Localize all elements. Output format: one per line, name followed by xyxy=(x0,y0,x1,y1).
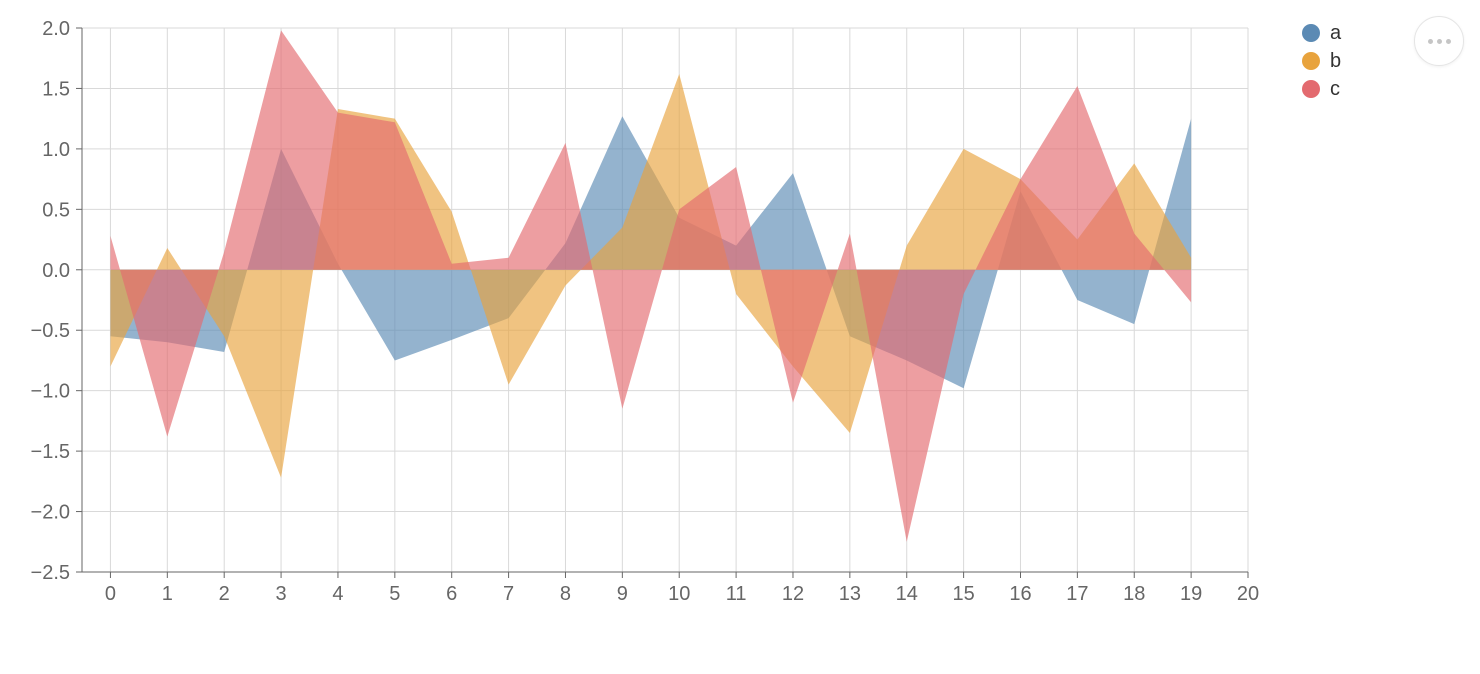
y-tick-label: 0.5 xyxy=(42,199,70,221)
legend-label: b xyxy=(1330,50,1341,73)
legend: abc xyxy=(1302,20,1341,104)
y-tick-label: 1.5 xyxy=(42,78,70,100)
x-tick-label: 13 xyxy=(839,583,861,605)
x-tick-label: 4 xyxy=(332,583,343,605)
legend-item-b[interactable]: b xyxy=(1302,48,1341,74)
x-tick-label: 14 xyxy=(896,583,918,605)
x-tick-label: 11 xyxy=(726,583,747,605)
x-tick-label: 3 xyxy=(276,583,287,605)
x-tick-label: 2 xyxy=(219,583,230,605)
x-tick-label: 9 xyxy=(617,583,628,605)
legend-item-a[interactable]: a xyxy=(1302,20,1341,46)
ellipsis-icon xyxy=(1437,39,1442,44)
x-tick-label: 6 xyxy=(446,583,457,605)
chart-container: 01234567891011121314151617181920−2.5−2.0… xyxy=(0,0,1480,674)
x-tick-label: 15 xyxy=(952,583,974,605)
x-tick-label: 5 xyxy=(389,583,400,605)
legend-label: c xyxy=(1330,78,1340,101)
legend-item-c[interactable]: c xyxy=(1302,76,1341,102)
legend-swatch xyxy=(1302,80,1320,98)
x-tick-label: 20 xyxy=(1237,583,1259,605)
x-tick-label: 7 xyxy=(503,583,514,605)
x-tick-label: 17 xyxy=(1066,583,1088,605)
y-tick-label: 1.0 xyxy=(42,139,70,161)
x-tick-label: 8 xyxy=(560,583,571,605)
y-tick-label: −2.0 xyxy=(31,502,70,524)
options-button[interactable] xyxy=(1414,16,1464,66)
y-tick-label: −0.5 xyxy=(31,320,70,342)
x-tick-label: 12 xyxy=(782,583,804,605)
x-tick-label: 18 xyxy=(1123,583,1145,605)
x-tick-label: 1 xyxy=(162,583,173,605)
x-tick-label: 16 xyxy=(1009,583,1031,605)
legend-label: a xyxy=(1330,22,1341,45)
legend-swatch xyxy=(1302,52,1320,70)
legend-swatch xyxy=(1302,24,1320,42)
y-tick-label: 2.0 xyxy=(42,18,70,40)
y-tick-label: −1.0 xyxy=(31,381,70,403)
area-chart: 01234567891011121314151617181920−2.5−2.0… xyxy=(0,0,1480,674)
y-tick-label: 0.0 xyxy=(42,260,70,282)
x-tick-label: 10 xyxy=(668,583,690,605)
y-tick-label: −1.5 xyxy=(31,441,70,463)
x-tick-label: 0 xyxy=(105,583,116,605)
x-tick-label: 19 xyxy=(1180,583,1202,605)
ellipsis-icon xyxy=(1428,39,1433,44)
ellipsis-icon xyxy=(1446,39,1451,44)
y-tick-label: −2.5 xyxy=(31,562,70,584)
